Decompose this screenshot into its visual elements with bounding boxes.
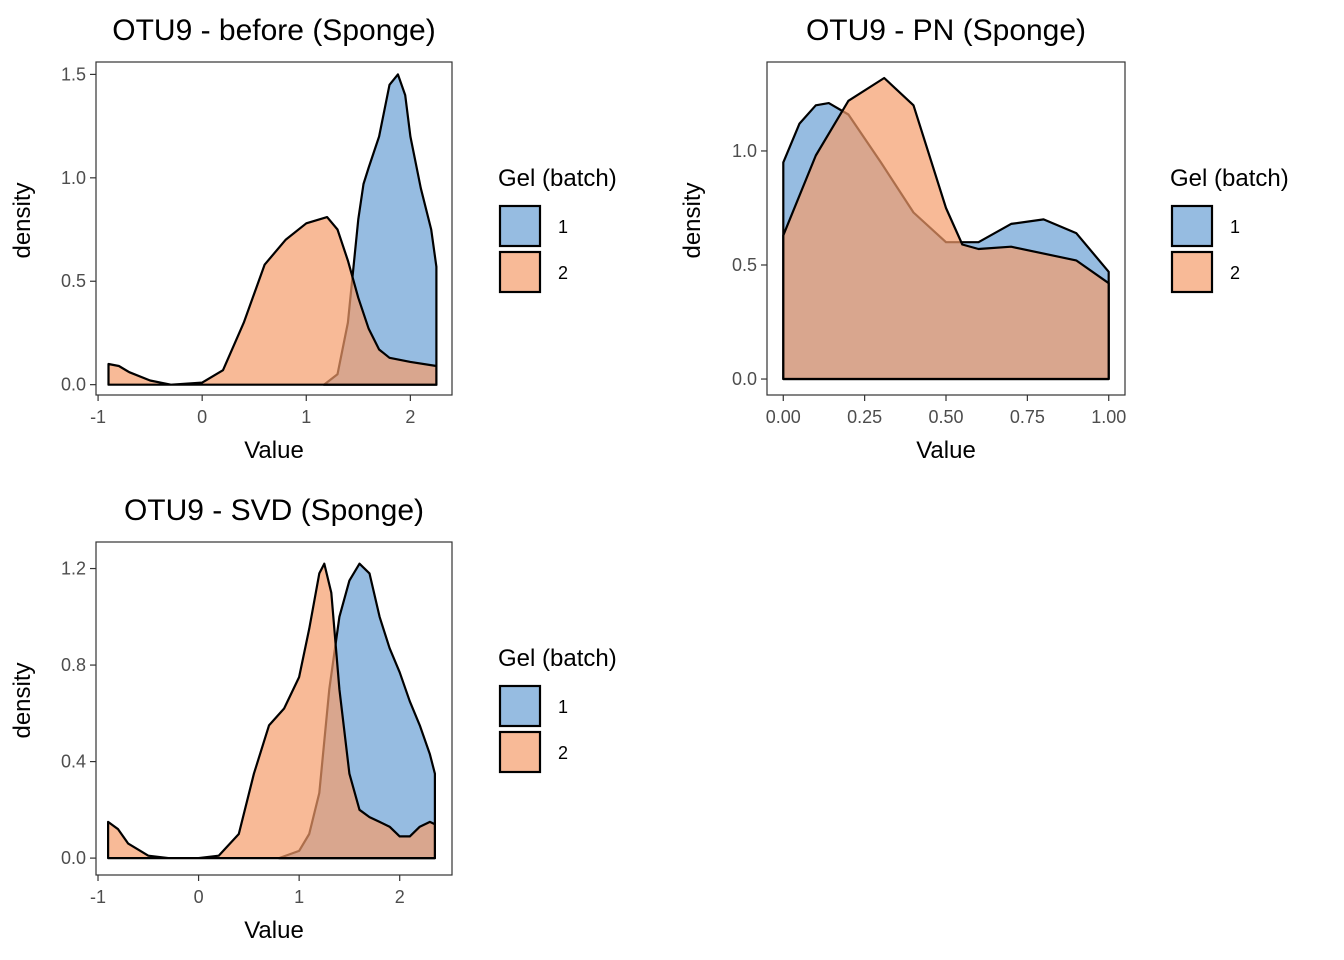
density-area-batch-2 [782, 76, 1110, 381]
x-tick-label: -1 [90, 887, 106, 907]
y-axis-label: density [9, 182, 36, 258]
legend: Gel (batch) 1 2 [498, 645, 617, 774]
legend-key-batch-1 [1170, 204, 1214, 248]
y-tick-label: 0.4 [61, 752, 86, 772]
panel-svd: -1 0 1 2 0.0 0.4 0.8 1.2 OTU9 - SVD (Sponge) Valu… [9, 494, 617, 944]
legend-label-batch-2: 2 [558, 743, 568, 763]
legend-label-batch-1: 1 [558, 697, 568, 717]
density-area-batch-2 [107, 216, 438, 386]
legend-title: Gel (batch) [498, 165, 617, 192]
y-tick-label: 1.0 [732, 141, 757, 161]
x-tick-label: 1.00 [1091, 407, 1126, 427]
x-tick-label: 0 [194, 887, 204, 907]
x-axis-label: Value [244, 917, 304, 944]
panel-pn: 0.00 0.25 0.50 0.75 1.00 0.0 0.5 1.0 OTU9 - PN (… [679, 14, 1289, 464]
x-tick-label: 0 [197, 407, 207, 427]
x-tick-label: 0.00 [766, 407, 801, 427]
legend-label-batch-2: 2 [558, 263, 568, 283]
legend: Gel (batch) 1 2 [498, 165, 617, 294]
y-tick-label: 0.5 [732, 255, 757, 275]
legend-label-batch-2: 2 [1230, 263, 1240, 283]
x-tick-label: 2 [395, 887, 405, 907]
y-axis-label: density [679, 182, 706, 258]
chart-title: OTU9 - PN (Sponge) [806, 14, 1086, 47]
panel-before: -1 0 1 2 0.0 0.5 1.0 1.5 OTU9 - before (Sponge) V… [9, 14, 617, 464]
panel-border [95, 541, 453, 876]
legend-label-batch-1: 1 [558, 217, 568, 237]
y-tick-label: 1.0 [61, 168, 86, 188]
y-axis-label: density [9, 662, 36, 738]
y-tick-label: 0.0 [732, 369, 757, 389]
density-area-batch-2 [107, 562, 436, 860]
legend: Gel (batch) 1 2 [1170, 165, 1289, 294]
y-tick-label: 0.5 [61, 271, 86, 291]
x-axis-label: Value [916, 437, 976, 464]
y-tick-label: 1.2 [61, 559, 86, 579]
x-tick-label: 1 [294, 887, 304, 907]
x-axis-label: Value [244, 437, 304, 464]
y-tick-label: 0.0 [61, 375, 86, 395]
legend-key-batch-2 [498, 730, 542, 774]
panel-border [95, 61, 453, 396]
legend-title: Gel (batch) [1170, 165, 1289, 192]
y-tick-label: 0.8 [61, 655, 86, 675]
legend-label-batch-1: 1 [1230, 217, 1240, 237]
legend-title: Gel (batch) [498, 645, 617, 672]
x-tick-label: 0.75 [1010, 407, 1045, 427]
legend-key-batch-2 [498, 250, 542, 294]
x-tick-label: 1 [301, 407, 311, 427]
x-tick-label: -1 [90, 407, 106, 427]
y-tick-label: 1.5 [61, 64, 86, 84]
x-tick-label: 2 [405, 407, 415, 427]
chart-title: OTU9 - before (Sponge) [112, 14, 435, 47]
y-tick-label: 0.0 [61, 848, 86, 868]
chart-title: OTU9 - SVD (Sponge) [124, 494, 424, 527]
legend-key-batch-1 [498, 684, 542, 728]
legend-key-batch-2 [1170, 250, 1214, 294]
legend-key-batch-1 [498, 204, 542, 248]
x-tick-label: 0.25 [847, 407, 882, 427]
x-tick-label: 0.50 [928, 407, 963, 427]
